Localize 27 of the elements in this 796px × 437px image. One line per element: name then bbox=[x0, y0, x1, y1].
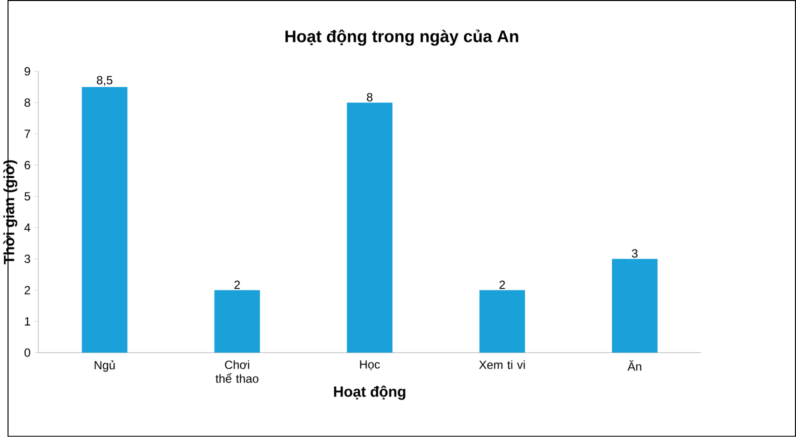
y-tick-label: 9 bbox=[24, 67, 30, 76]
y-tick-label: 0 bbox=[24, 348, 30, 357]
data-label: 8 bbox=[366, 93, 372, 102]
y-tick-label: 5 bbox=[24, 192, 30, 201]
data-label: 3 bbox=[632, 249, 638, 258]
x-tick-label: Xem ti vi bbox=[479, 360, 525, 370]
y-tick-label: 2 bbox=[24, 286, 30, 294]
x-tick-label: Ngủ bbox=[94, 360, 115, 372]
x-tick-label: Ăn bbox=[628, 360, 642, 371]
bar bbox=[214, 290, 260, 353]
x-tick-label: Học bbox=[360, 360, 380, 370]
bar bbox=[346, 102, 392, 353]
bar bbox=[82, 87, 128, 353]
y-tick-label: 6 bbox=[24, 160, 30, 170]
data-label: 8,5 bbox=[96, 76, 112, 86]
y-tick-label: 3 bbox=[24, 254, 30, 264]
data-label: 2 bbox=[234, 280, 240, 290]
x-tick-label: Chơi thể thao bbox=[216, 360, 258, 383]
y-tick-label: 1 bbox=[24, 317, 30, 326]
y-tick-label: 4 bbox=[24, 224, 30, 232]
chart-title: Hoạt động trong ngày của An bbox=[285, 30, 518, 46]
x-axis-title: Hoạt động bbox=[334, 386, 406, 400]
bar bbox=[612, 258, 658, 353]
y-tick-label: 8 bbox=[24, 98, 30, 107]
y-tick-label: 7 bbox=[24, 130, 30, 138]
data-label: 2 bbox=[500, 280, 505, 290]
bar bbox=[479, 290, 525, 353]
